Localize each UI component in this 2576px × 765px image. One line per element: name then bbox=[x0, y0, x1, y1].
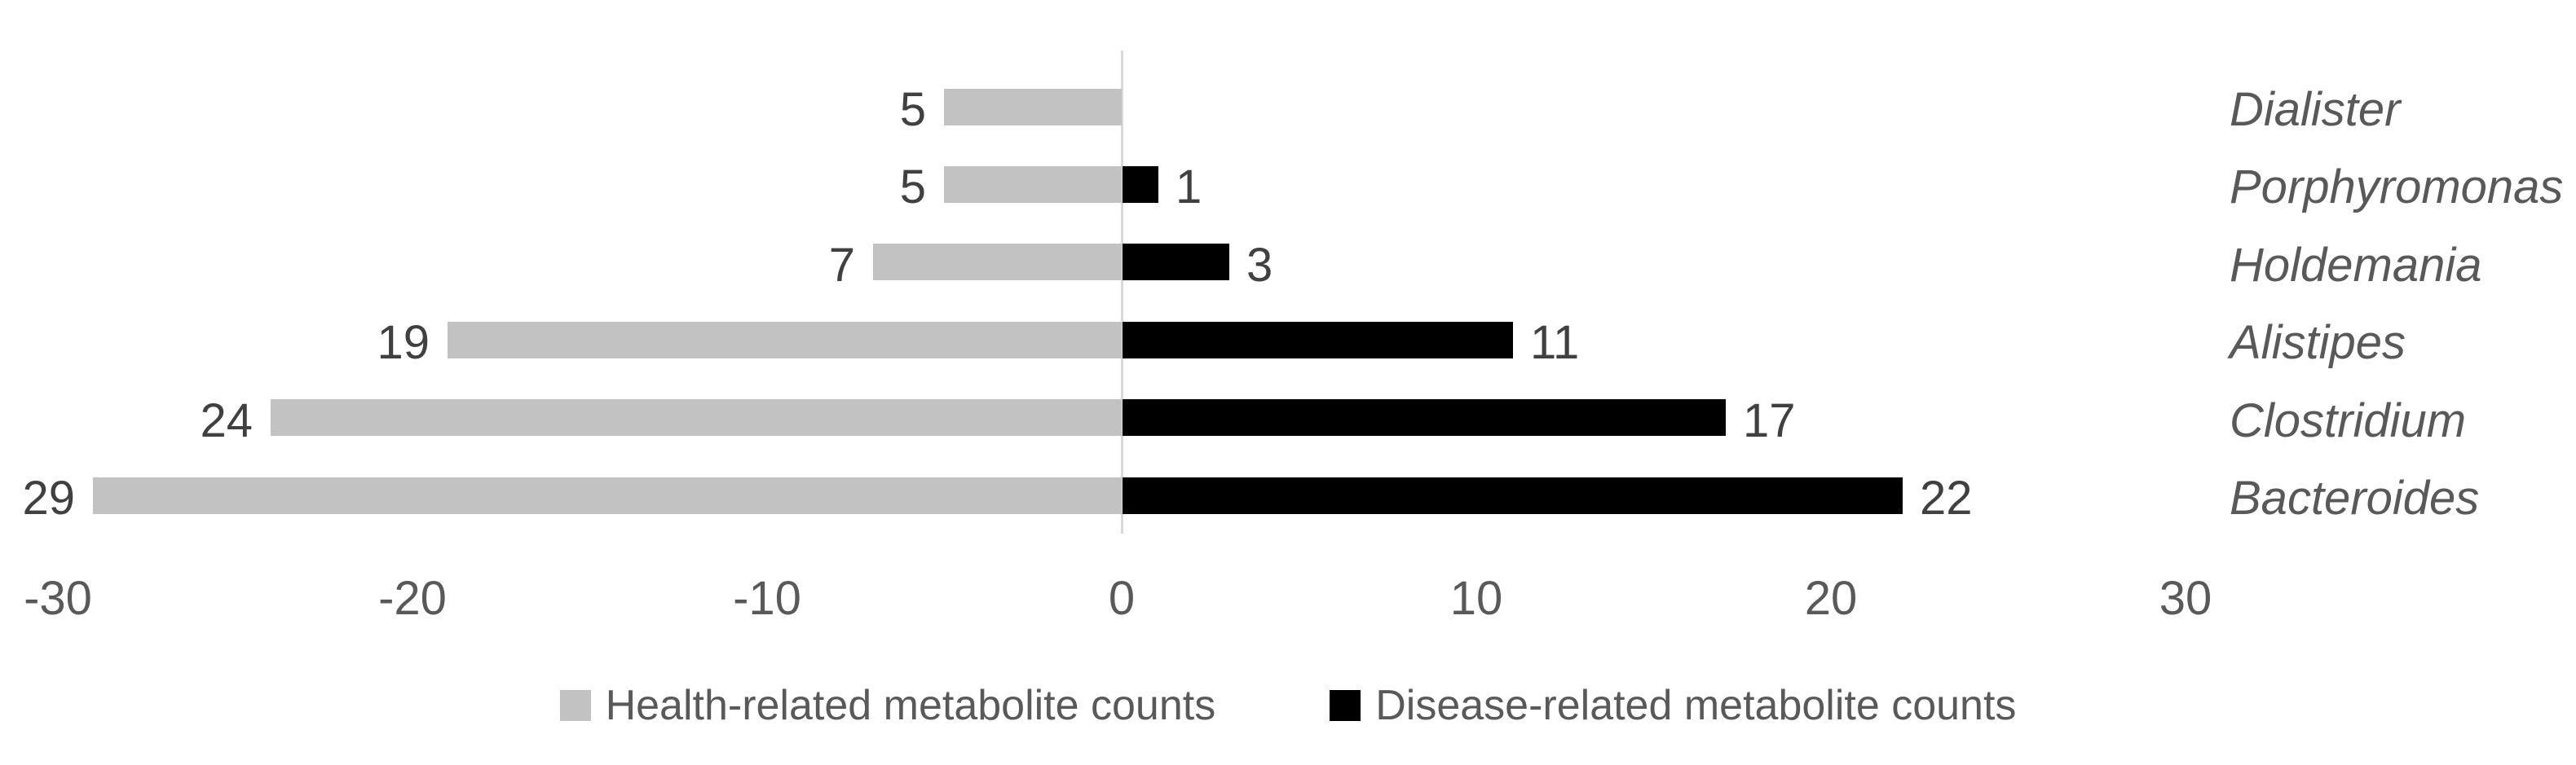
bar-value-label-health: 24 bbox=[200, 394, 253, 447]
bar-value-label-disease: 3 bbox=[1246, 239, 1273, 292]
x-tick-label: 30 bbox=[2159, 572, 2212, 625]
x-tick-label: -20 bbox=[378, 572, 447, 625]
bar-health bbox=[271, 399, 1122, 436]
x-tick-label: 20 bbox=[1804, 572, 1858, 625]
zero-axis-line bbox=[1121, 51, 1123, 534]
x-tick-label: 10 bbox=[1449, 572, 1503, 625]
bar-disease bbox=[1123, 244, 1229, 280]
legend-item-health: Health-related metabolite counts bbox=[559, 682, 1216, 729]
bar-health bbox=[873, 244, 1122, 280]
bar-value-label-health: 19 bbox=[377, 316, 430, 369]
bar-disease bbox=[1123, 399, 1726, 436]
legend-swatch-health bbox=[559, 690, 591, 721]
chart-legend: Health-related metabolite counts Disease… bbox=[0, 684, 2576, 727]
bar-disease bbox=[1123, 477, 1903, 514]
bar-health bbox=[944, 89, 1122, 125]
bar-value-label-health: 29 bbox=[22, 472, 75, 525]
legend-label-disease: Disease-related metabolite counts bbox=[1375, 682, 2017, 729]
bar-disease bbox=[1123, 166, 1158, 203]
bar-value-label-disease: 22 bbox=[1920, 472, 1973, 525]
category-label: Bacteroides bbox=[2230, 472, 2480, 525]
category-label: Dialister bbox=[2230, 83, 2401, 136]
category-label: Porphyromonas bbox=[2230, 160, 2564, 213]
bar-value-label-health: 5 bbox=[899, 160, 926, 213]
bar-health bbox=[93, 477, 1122, 514]
x-tick-label: 0 bbox=[1108, 572, 1136, 625]
category-label: Clostridium bbox=[2230, 394, 2467, 447]
bar-value-label-health: 7 bbox=[828, 239, 855, 292]
bar-value-label-health: 5 bbox=[899, 83, 926, 136]
category-label: Alistipes bbox=[2230, 316, 2406, 369]
legend-item-disease: Disease-related metabolite counts bbox=[1330, 684, 2016, 727]
bar-value-label-disease: 11 bbox=[1530, 316, 1580, 369]
legend-label-health: Health-related metabolite counts bbox=[605, 682, 1216, 729]
legend-swatch-disease bbox=[1330, 690, 1361, 721]
bar-value-label-disease: 1 bbox=[1176, 160, 1202, 213]
x-tick-label: -30 bbox=[24, 572, 92, 625]
bar-disease bbox=[1123, 322, 1513, 358]
x-tick-label: -10 bbox=[733, 572, 801, 625]
bar-health bbox=[944, 166, 1122, 203]
category-label: Holdemania bbox=[2230, 239, 2482, 292]
bar-health bbox=[448, 322, 1122, 358]
bar-value-label-disease: 17 bbox=[1743, 394, 1796, 447]
